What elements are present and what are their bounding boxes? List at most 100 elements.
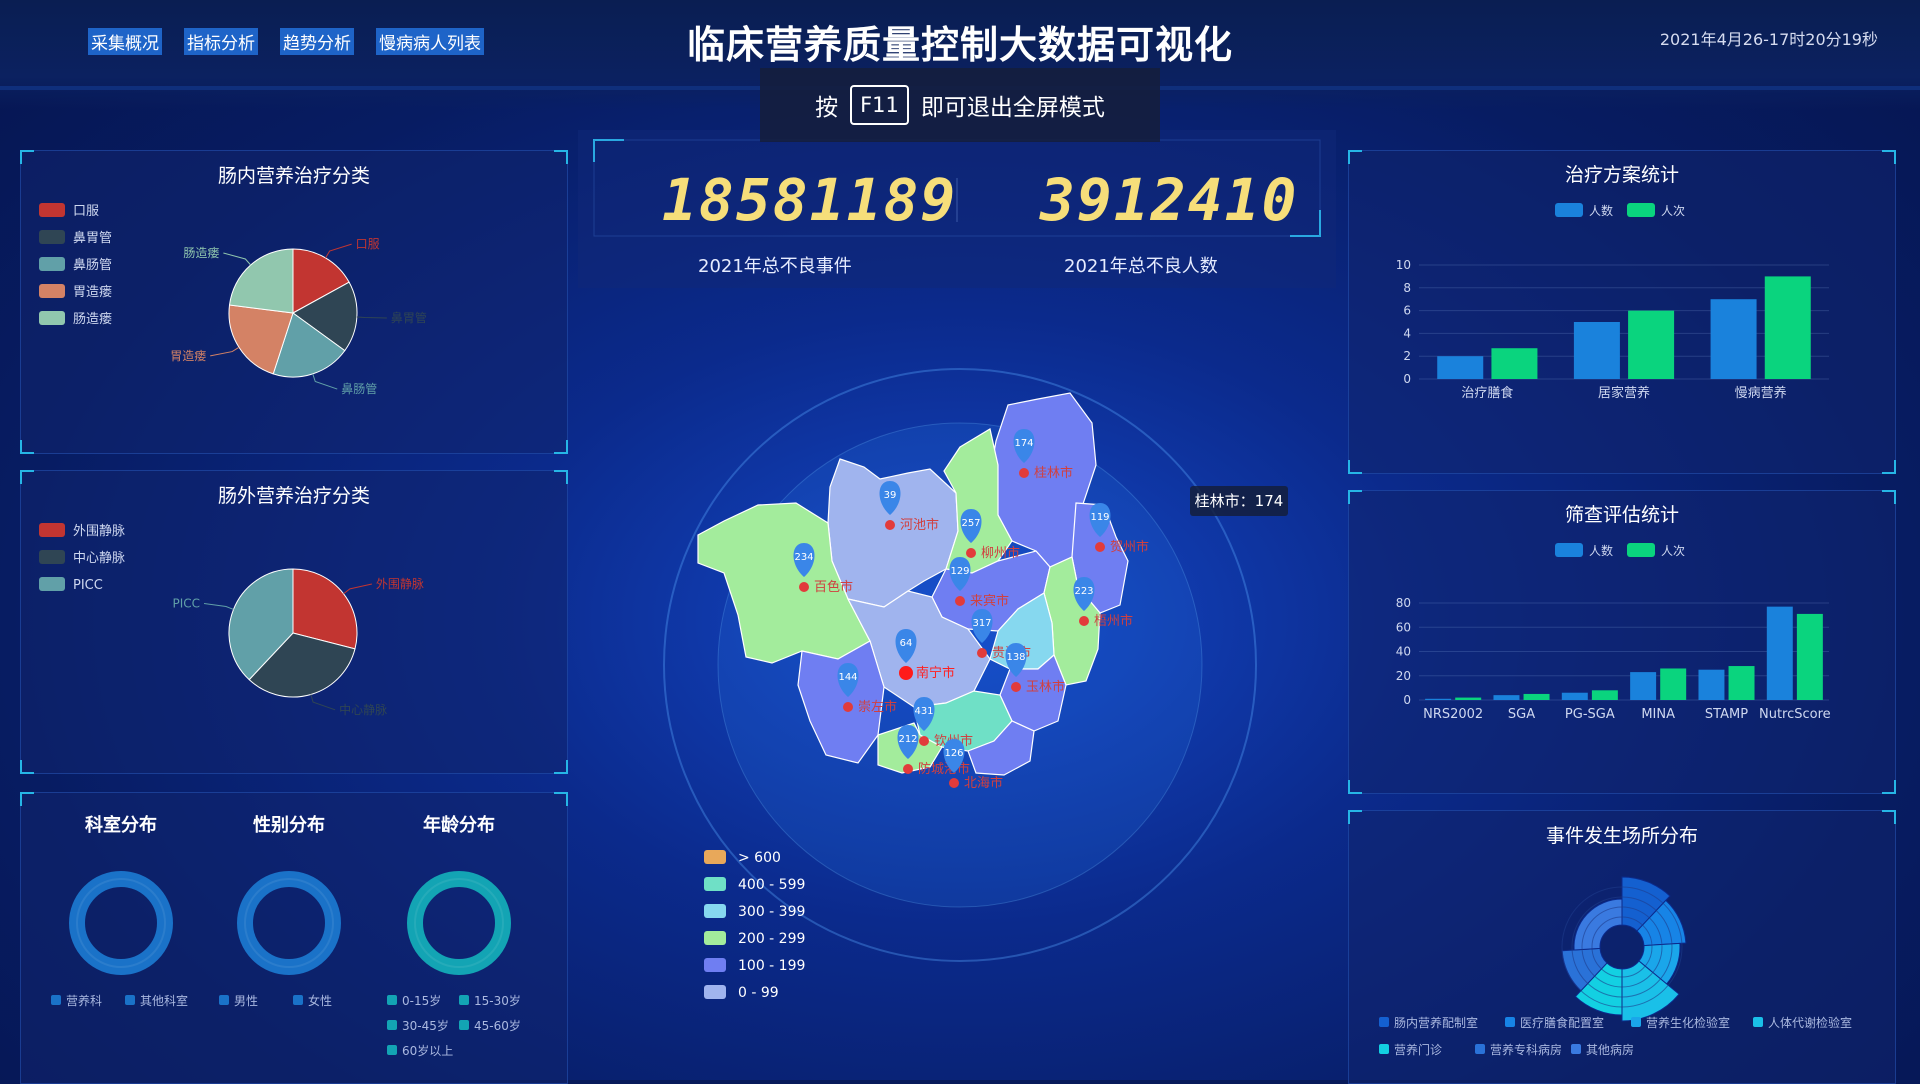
map-city-dot bbox=[903, 764, 913, 774]
parenteral-legend-swatch bbox=[39, 577, 65, 591]
bar bbox=[1660, 668, 1687, 700]
map-pin bbox=[793, 543, 815, 577]
stats-banner: 18581189 2021年总不良事件 3912410 2021年总不良人数 bbox=[578, 130, 1336, 288]
map-city-label: 柳州市 bbox=[981, 545, 1020, 561]
map-pin-value: 64 bbox=[900, 638, 913, 649]
donut-ring-inner bbox=[76, 878, 166, 968]
map-pin bbox=[1005, 643, 1027, 677]
donut-title: 年龄分布 bbox=[423, 814, 495, 836]
bar-legend-swatch bbox=[1627, 543, 1655, 557]
map-pin bbox=[943, 739, 965, 773]
map-city-dot bbox=[949, 778, 959, 788]
map-city-label: 桂林市 bbox=[1034, 465, 1073, 481]
map-region bbox=[967, 720, 1035, 776]
donut-legend-swatch bbox=[459, 995, 469, 1005]
bar-chart-title: 筛查评估统计 bbox=[1565, 504, 1679, 526]
enteral-legend-label: 鼻胃管 bbox=[73, 230, 112, 246]
map-city-dot bbox=[1095, 542, 1105, 552]
map-legend-swatch bbox=[704, 985, 726, 999]
guangxi-map: 174 桂林市 39 河池市 257 柳州市 119 贺州市 234 百色市 129 来宾市 223 梧州… bbox=[663, 368, 1288, 1001]
map-city-dot bbox=[919, 736, 929, 746]
map-city-label: 玉林市 bbox=[1026, 679, 1065, 695]
map-city-label: 贺州市 bbox=[1110, 539, 1149, 555]
enteral-legend-swatch bbox=[39, 311, 65, 325]
donut-legend-label: 45-60岁 bbox=[474, 1018, 521, 1033]
venue-legend-label: 营养生化检验室 bbox=[1646, 1015, 1730, 1030]
nav-trend-analysis[interactable]: 趋势分析 bbox=[280, 28, 354, 55]
donut-legend-swatch bbox=[293, 995, 303, 1005]
map-pin bbox=[895, 629, 917, 663]
map-city-label: 北海市 bbox=[964, 775, 1003, 791]
enteral-slice-label: 胃造瘘 bbox=[170, 349, 206, 363]
map-pin bbox=[879, 481, 901, 515]
map-legend-label: 200 - 299 bbox=[738, 931, 805, 947]
bar-legend-label: 人数 bbox=[1589, 543, 1613, 558]
map-pin-value: 138 bbox=[1006, 652, 1025, 663]
bar bbox=[1766, 606, 1793, 700]
bar-y-tick: 0 bbox=[1403, 372, 1411, 386]
map-legend-swatch bbox=[704, 958, 726, 972]
donut-ring bbox=[237, 871, 341, 975]
map-pin bbox=[971, 609, 993, 643]
bar-legend-swatch bbox=[1555, 543, 1583, 557]
map-city-dot bbox=[799, 582, 809, 592]
venue-legend-label: 人体代谢检验室 bbox=[1768, 1015, 1852, 1030]
nav-collection-overview[interactable]: 采集概况 bbox=[88, 28, 162, 55]
map-city-dot bbox=[955, 596, 965, 606]
venue-rose-ring bbox=[1561, 886, 1683, 1008]
map-pin-value: 174 bbox=[1014, 438, 1033, 449]
map-city-label: 南宁市 bbox=[916, 665, 955, 681]
bar bbox=[1491, 348, 1538, 379]
bar bbox=[1425, 698, 1452, 700]
map-city-dot bbox=[1019, 468, 1029, 478]
total-adverse-events-label: 2021年总不良事件 bbox=[698, 256, 852, 277]
map-pin-value: 39 bbox=[884, 490, 897, 501]
map-tooltip-text: 桂林市：174 bbox=[1195, 492, 1284, 510]
parenteral-legend-label: 中心静脉 bbox=[73, 551, 125, 566]
map-pin-value: 129 bbox=[950, 566, 969, 577]
fullscreen-hint-pre: 按 bbox=[815, 95, 839, 121]
bar bbox=[1455, 697, 1482, 700]
page-title: 临床营养质量控制大数据可视化 bbox=[686, 23, 1233, 67]
clock: 2021年4月26-17时20分19秒 bbox=[1659, 30, 1878, 49]
map-city-label: 来宾市 bbox=[970, 593, 1009, 609]
enteral-title: 肠内营养治疗分类 bbox=[217, 165, 370, 187]
parenteral-legend-swatch bbox=[39, 523, 65, 537]
venue-legend-label: 医疗膳食配置室 bbox=[1520, 1015, 1604, 1030]
venue-title: 事件发生场所分布 bbox=[1545, 825, 1698, 847]
enteral-legend-swatch bbox=[39, 257, 65, 271]
enteral-slice-label: 口服 bbox=[356, 237, 380, 251]
map-pin bbox=[837, 663, 859, 697]
enteral-slice bbox=[292, 248, 350, 314]
donut-ring-inner bbox=[414, 878, 504, 968]
bar bbox=[1728, 666, 1755, 700]
map-legend-label: 100 - 199 bbox=[738, 958, 805, 974]
bar bbox=[1630, 672, 1657, 700]
map-legend-swatch bbox=[704, 850, 726, 864]
map-pin bbox=[960, 509, 982, 543]
enteral-slice-label: 肠造瘘 bbox=[183, 246, 219, 260]
enteral-panel: 肠内营养治疗分类 口服 鼻胃管 鼻肠管 胃造瘘 肠造瘘 口服 鼻胃管 鼻肠管 胃造瘘 肠造瘘 bbox=[20, 150, 568, 454]
map-legend-label: 300 - 399 bbox=[738, 904, 805, 920]
parenteral-slice bbox=[292, 568, 358, 650]
bar-y-tick: 80 bbox=[1396, 596, 1411, 610]
venue-legend-label: 肠内营养配制室 bbox=[1394, 1015, 1478, 1030]
parenteral-slice-label: PICC bbox=[173, 597, 201, 611]
bar-y-tick: 20 bbox=[1396, 669, 1411, 683]
fullscreen-hint: 按 F11 即可退出全屏模式 bbox=[760, 68, 1160, 142]
venue-legend-swatch bbox=[1753, 1017, 1763, 1027]
nav-indicator-analysis[interactable]: 指标分析 bbox=[184, 28, 258, 55]
nav-chronic-patient-list[interactable]: 慢病病人列表 bbox=[376, 28, 484, 55]
total-adverse-events-value: 18581189 bbox=[662, 166, 958, 234]
bar bbox=[1628, 310, 1675, 379]
enteral-legend-label: 口服 bbox=[73, 204, 99, 219]
enteral-legend-label: 鼻肠管 bbox=[73, 257, 112, 273]
bar bbox=[1591, 690, 1618, 700]
bar bbox=[1523, 693, 1550, 700]
fullscreen-hint-post: 即可退出全屏模式 bbox=[920, 95, 1105, 121]
map-city-label: 崇左市 bbox=[858, 699, 897, 715]
donut-legend-label: 女性 bbox=[308, 993, 332, 1008]
